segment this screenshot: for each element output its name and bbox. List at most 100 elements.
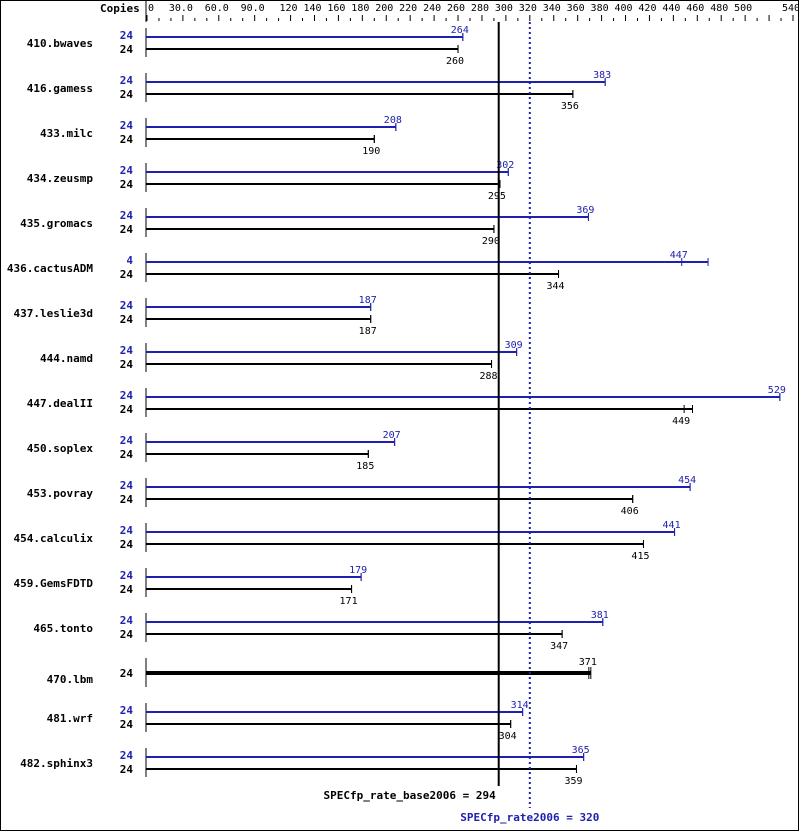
benchmark-row: 453.povray 24 454 24 406 bbox=[27, 475, 696, 517]
base-value-label: 288 bbox=[480, 371, 498, 382]
peak-copies: 24 bbox=[120, 524, 134, 537]
peak-value-label: 441 bbox=[663, 520, 681, 531]
tick-label: 420 bbox=[638, 3, 656, 14]
tick-label: 500 bbox=[734, 3, 752, 14]
tick-label: 540 bbox=[782, 3, 799, 14]
base-copies: 24 bbox=[120, 667, 134, 680]
tick-label: 260 bbox=[447, 3, 465, 14]
base-copies: 24 bbox=[120, 268, 134, 281]
benchmark-row: 465.tonto 24 381 24 347 bbox=[33, 610, 608, 652]
peak-copies: 24 bbox=[120, 119, 134, 132]
benchmark-name: 453.povray bbox=[27, 487, 94, 500]
peak-copies: 24 bbox=[120, 74, 134, 87]
tick-label: 360 bbox=[567, 3, 585, 14]
benchmark-name: 447.dealII bbox=[27, 397, 93, 410]
base-value-label: 406 bbox=[621, 506, 639, 517]
tick-label: 90.0 bbox=[241, 3, 265, 14]
base-value-label: 449 bbox=[672, 416, 690, 427]
base-copies: 24 bbox=[120, 178, 134, 191]
base-value-label: 359 bbox=[564, 776, 582, 787]
base-value-label: 415 bbox=[631, 551, 649, 562]
peak-copies: 4 bbox=[126, 254, 133, 267]
peak-value-label: 369 bbox=[576, 205, 594, 216]
benchmark-row: 416.gamess 24 383 24 356 bbox=[27, 70, 611, 112]
peak-value-label: 302 bbox=[496, 160, 514, 171]
peak-value-label: 187 bbox=[359, 295, 377, 306]
benchmark-name: 435.gromacs bbox=[20, 217, 93, 230]
benchmark-row: 410.bwaves 24 264 24 260 bbox=[27, 25, 469, 67]
tick-label: 480 bbox=[710, 3, 728, 14]
benchmark-name: 450.soplex bbox=[27, 442, 94, 455]
benchmark-name: 433.milc bbox=[40, 127, 93, 140]
base-copies: 24 bbox=[120, 718, 134, 731]
tick-label: 180 bbox=[351, 3, 369, 14]
benchmark-row: 435.gromacs 24 369 24 290 bbox=[20, 205, 594, 247]
peak-copies: 24 bbox=[120, 209, 134, 222]
base-copies: 24 bbox=[120, 223, 134, 236]
base-value-label: 260 bbox=[446, 56, 464, 67]
benchmark-name: 465.tonto bbox=[33, 622, 93, 635]
tick-label: 380 bbox=[591, 3, 609, 14]
tick-label: 280 bbox=[471, 3, 489, 14]
base-value-label: 171 bbox=[340, 596, 358, 607]
tick-label: 440 bbox=[662, 3, 680, 14]
base-copies: 24 bbox=[120, 358, 134, 371]
benchmark-name: 436.cactusADM bbox=[7, 262, 93, 275]
tick-label: 340 bbox=[543, 3, 561, 14]
tick-label: 120 bbox=[280, 3, 298, 14]
benchmark-name: 437.leslie3d bbox=[14, 307, 93, 320]
tick-label: 140 bbox=[303, 3, 321, 14]
tick-label: 460 bbox=[686, 3, 704, 14]
base-value-label: 187 bbox=[359, 326, 377, 337]
tick-label: 30.0 bbox=[169, 3, 193, 14]
tick-label: 240 bbox=[423, 3, 441, 14]
base-value-label: 185 bbox=[356, 461, 374, 472]
peak-value-label: 208 bbox=[384, 115, 402, 126]
peak-copies: 24 bbox=[120, 569, 134, 582]
base-copies: 24 bbox=[120, 43, 134, 56]
base-value-label: 344 bbox=[546, 281, 564, 292]
peak-copies: 24 bbox=[120, 344, 134, 357]
tick-label: 320 bbox=[519, 3, 537, 14]
tick-label: 60.0 bbox=[205, 3, 229, 14]
benchmark-row: 450.soplex 24 207 24 185 bbox=[27, 430, 401, 472]
peak-value-label: 309 bbox=[505, 340, 523, 351]
peak-copies: 24 bbox=[120, 704, 134, 717]
tick-label: 400 bbox=[614, 3, 632, 14]
peak-value-label: 381 bbox=[591, 610, 609, 621]
peak-copies: 24 bbox=[120, 389, 134, 402]
benchmark-row: 437.leslie3d 24 187 24 187 bbox=[14, 295, 377, 337]
benchmark-name: 459.GemsFDTD bbox=[14, 577, 94, 590]
peak-copies: 24 bbox=[120, 749, 134, 762]
benchmark-row: 434.zeusmp 24 302 24 295 bbox=[27, 160, 515, 202]
peak-value-label: 365 bbox=[572, 745, 590, 756]
base-copies: 24 bbox=[120, 313, 134, 326]
base-copies: 24 bbox=[120, 88, 134, 101]
peak-copies: 24 bbox=[120, 614, 134, 627]
benchmark-row: 444.namd 24 309 24 288 bbox=[40, 340, 523, 382]
base-copies: 24 bbox=[120, 538, 134, 551]
benchmark-name: 481.wrf bbox=[47, 712, 93, 725]
tick-label: 200 bbox=[375, 3, 393, 14]
benchmark-row: 482.sphinx3 24 365 24 359 bbox=[20, 745, 590, 787]
base-copies: 24 bbox=[120, 448, 134, 461]
benchmark-row: 454.calculix 24 441 24 415 bbox=[14, 520, 681, 562]
base-value-label: 304 bbox=[499, 731, 517, 742]
benchmark-row: 481.wrf 24 314 24 304 bbox=[47, 700, 529, 742]
peak-copies: 24 bbox=[120, 479, 134, 492]
peak-value-label: 383 bbox=[593, 70, 611, 81]
peak-value-label: 264 bbox=[451, 25, 469, 36]
base-copies: 24 bbox=[120, 628, 134, 641]
benchmark-row: 447.dealII 24 529 24 449 bbox=[27, 385, 786, 427]
base-value-label: 295 bbox=[488, 191, 506, 202]
peak-value-label: 447 bbox=[670, 250, 688, 261]
peak-metric-label: SPECfp_rate2006 = 320 bbox=[460, 811, 599, 824]
base-value-label: 290 bbox=[482, 236, 500, 247]
tick-label: 0 bbox=[148, 3, 154, 14]
benchmark-name: 482.sphinx3 bbox=[20, 757, 93, 770]
peak-copies: 24 bbox=[120, 299, 134, 312]
benchmark-row: 470.lbm 24 371 bbox=[47, 657, 597, 687]
base-value-label: 356 bbox=[561, 101, 579, 112]
base-copies: 24 bbox=[120, 133, 134, 146]
